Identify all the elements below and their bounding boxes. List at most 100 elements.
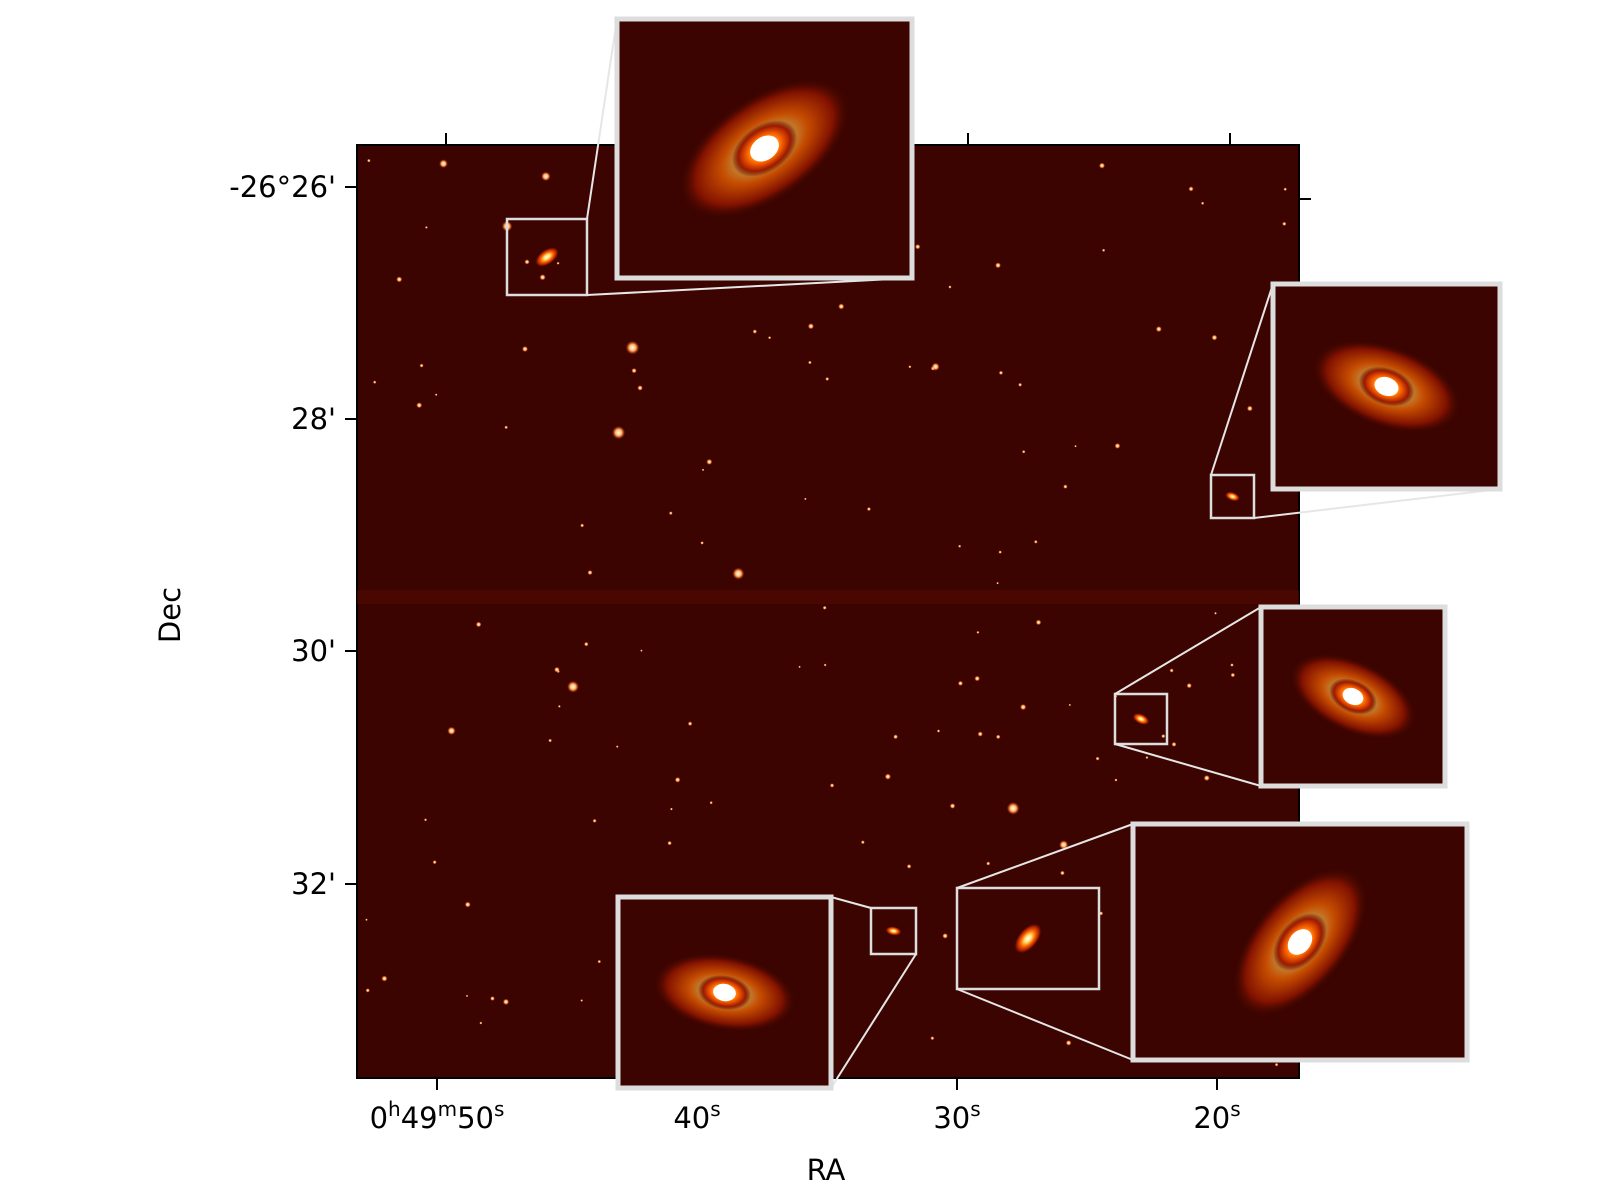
star [1169,668,1174,673]
star [365,918,368,922]
star [625,340,640,355]
star [977,731,983,737]
star [557,704,561,708]
star [1186,682,1192,689]
x-tick-label: 40s [673,1097,720,1135]
star [807,323,815,330]
star [942,933,948,939]
inset-region [955,886,1101,991]
connector [1114,743,1262,787]
star [447,726,456,735]
star [1203,774,1210,782]
star [1006,802,1020,815]
star [668,511,673,516]
star [825,376,830,381]
star [504,425,508,430]
star [1098,162,1106,169]
star [838,303,845,310]
star [479,1021,483,1025]
star [1211,334,1218,341]
y-axis-label: Dec [153,587,187,643]
star [998,550,1002,554]
insets [505,16,1503,1091]
galaxy [885,926,902,936]
star [548,738,553,743]
star [1114,442,1121,449]
star [580,999,584,1002]
star [884,773,892,780]
star [986,861,991,866]
star [490,996,495,1001]
star [1230,672,1236,678]
star [434,393,438,397]
galaxy-nucleus [1342,687,1364,706]
star [829,783,835,788]
star [752,329,758,334]
star [423,818,428,822]
star [808,360,812,365]
galaxy [1013,923,1043,954]
star [631,368,637,374]
star [687,721,693,727]
connector [956,988,1134,1061]
axis-ticks: 0h49m50s 40s 30s 20s -26°26' 28' 30' 32' [229,133,1311,1135]
star [419,363,424,368]
star [1214,611,1217,615]
star [908,365,912,369]
star [1095,756,1100,761]
star [1018,382,1023,387]
star [998,370,1004,375]
star [1188,186,1194,192]
connector [1114,606,1262,695]
star [906,864,912,869]
y-tick-label: 32' [291,867,336,901]
star [539,274,546,281]
star [823,663,827,667]
star [706,458,713,465]
star [1200,201,1205,205]
connector [830,896,872,909]
star [995,262,1001,269]
star [667,840,672,846]
star [597,959,602,964]
star [1035,619,1042,626]
star [767,336,772,340]
inset-region [505,217,589,297]
star [465,994,469,998]
star [615,745,619,748]
star [637,385,643,391]
star [701,468,705,472]
star [1074,444,1077,448]
star [1063,484,1068,489]
galaxy [1225,491,1240,502]
galaxy-nucleus [713,983,736,1002]
star [567,680,579,693]
star [669,807,673,811]
star [915,244,921,250]
star [1065,1040,1072,1046]
x-tick-label: 20s [1193,1097,1240,1135]
star [674,776,681,783]
galaxy-nucleus [1287,929,1313,955]
star [958,544,962,548]
star [424,225,428,229]
star [1155,326,1162,333]
star [1059,840,1069,850]
x-axis-label: RA [807,1153,846,1187]
star [995,734,1001,740]
star [432,860,437,865]
star [732,567,745,580]
star [502,998,510,1006]
star [372,380,377,384]
star [893,734,898,740]
star [1101,248,1106,252]
y-tick-label: -26°26' [229,170,336,204]
star [475,621,482,628]
star [554,666,560,673]
star [1145,756,1149,760]
x-tick-label: 30s [933,1097,980,1135]
star [930,1036,935,1041]
star [931,362,940,371]
star [996,581,999,585]
